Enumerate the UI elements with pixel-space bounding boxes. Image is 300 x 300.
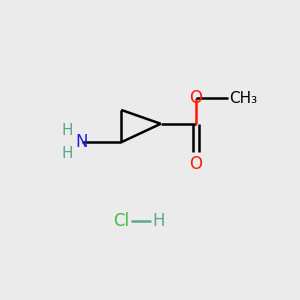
Text: H: H — [152, 212, 165, 230]
Text: CH₃: CH₃ — [229, 91, 257, 106]
Text: N: N — [75, 133, 88, 151]
Text: H: H — [62, 146, 74, 161]
Text: O: O — [189, 155, 202, 173]
Text: O: O — [189, 89, 202, 107]
Text: H: H — [62, 123, 74, 138]
Text: Cl: Cl — [113, 212, 129, 230]
